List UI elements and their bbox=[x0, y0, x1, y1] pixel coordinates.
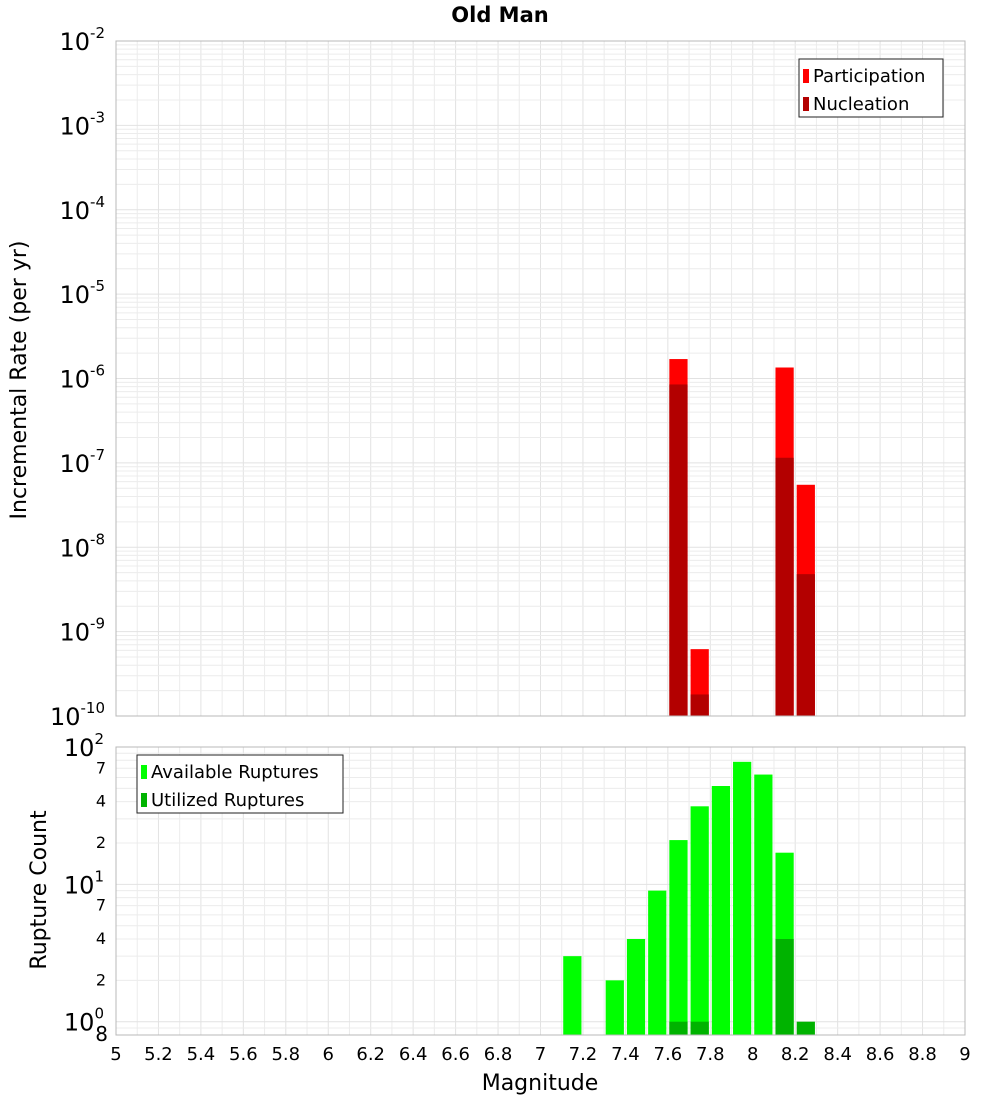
x-tick-label: 6.8 bbox=[484, 1044, 513, 1065]
y-tick-label: 101 bbox=[64, 867, 104, 899]
nucleation-bar bbox=[669, 384, 688, 716]
available-ruptures-bar bbox=[563, 956, 582, 1035]
y-tick-label: 10-3 bbox=[59, 108, 105, 140]
x-tick-label: 7.4 bbox=[611, 1044, 640, 1065]
top-y-axis-label: Incremental Rate (per yr) bbox=[7, 241, 32, 520]
y-tick-label: 4 bbox=[96, 792, 106, 811]
x-tick-label: 8.8 bbox=[908, 1044, 937, 1065]
ticks-layer: 10-10 10-9 10-8 10-7 10-6 10-5 10-4 10-3 10-2 100… bbox=[50, 24, 971, 1065]
available-ruptures-bar bbox=[690, 806, 709, 1035]
legend-label: Utilized Ruptures bbox=[151, 790, 304, 811]
legend-label: Nucleation bbox=[813, 94, 909, 115]
x-tick-label: 5.2 bbox=[144, 1044, 173, 1065]
legend-swatch bbox=[141, 793, 147, 807]
utilized-ruptures-bar bbox=[775, 939, 794, 1035]
legend-label: Participation bbox=[813, 66, 925, 87]
x-tick-label: 5 bbox=[110, 1044, 121, 1065]
x-tick-label: 5.8 bbox=[271, 1044, 300, 1065]
y-tick-label: 8 bbox=[95, 1022, 108, 1046]
y-tick-label: 10-5 bbox=[59, 277, 105, 309]
available-ruptures-bar bbox=[605, 980, 624, 1035]
x-tick-label: 7.8 bbox=[696, 1044, 725, 1065]
y-tick-label: 4 bbox=[96, 929, 106, 948]
plot-frame bbox=[115, 746, 966, 1036]
y-tick-label: 2 bbox=[96, 833, 106, 852]
available-ruptures-bar bbox=[754, 774, 773, 1035]
y-tick-label: 10-9 bbox=[59, 615, 105, 647]
bottom-y-axis-label: Rupture Count bbox=[27, 810, 52, 970]
y-tick-label: 7 bbox=[96, 896, 106, 915]
x-tick-label: 5.6 bbox=[229, 1044, 258, 1065]
legend-swatch bbox=[803, 97, 809, 111]
y-tick-label: 10-2 bbox=[59, 24, 105, 56]
legend-swatch bbox=[141, 765, 147, 779]
x-tick-label: 6 bbox=[323, 1044, 334, 1065]
y-tick-label: 100 bbox=[64, 1005, 104, 1037]
top-chart-legend-box bbox=[798, 58, 944, 118]
utilized-ruptures-bar bbox=[669, 1021, 688, 1035]
x-tick-label: 8 bbox=[747, 1044, 758, 1065]
available-ruptures-bar bbox=[669, 840, 688, 1035]
utilized-ruptures-bar bbox=[690, 1021, 709, 1035]
legend-layer: Participation Nucleation Available Rupture… bbox=[136, 58, 944, 814]
y-tick-label: 102 bbox=[64, 730, 104, 762]
x-tick-label: 6.2 bbox=[356, 1044, 385, 1065]
y-tick-label: 10-10 bbox=[50, 699, 105, 731]
utilized-ruptures-bar bbox=[796, 1021, 815, 1035]
available-ruptures-bar bbox=[711, 786, 731, 1035]
y-tick-label: 10-7 bbox=[59, 446, 105, 478]
y-tick-label: 10-8 bbox=[59, 530, 105, 562]
x-tick-label: 7.2 bbox=[569, 1044, 598, 1065]
x-tick-label: 9 bbox=[959, 1044, 970, 1065]
nucleation-bar bbox=[690, 694, 709, 716]
available-ruptures-bar bbox=[648, 890, 667, 1035]
x-tick-label: 6.6 bbox=[441, 1044, 470, 1065]
y-tick-label: 10-4 bbox=[59, 193, 105, 225]
y-tick-label: 7 bbox=[96, 758, 106, 777]
x-tick-label: 6.4 bbox=[399, 1044, 428, 1065]
x-tick-label: 8.6 bbox=[866, 1044, 895, 1065]
bars-layer bbox=[563, 359, 815, 1035]
legend-label: Available Ruptures bbox=[151, 762, 319, 783]
frame-layer bbox=[115, 40, 966, 1036]
nucleation-bar bbox=[775, 457, 794, 716]
nucleation-bar bbox=[796, 574, 815, 716]
x-tick-label: 7.6 bbox=[654, 1044, 683, 1065]
grid-layer bbox=[115, 40, 966, 1036]
x-tick-label: 7 bbox=[535, 1044, 546, 1065]
available-ruptures-bar bbox=[626, 939, 646, 1035]
x-tick-label: 8.4 bbox=[823, 1044, 852, 1065]
y-tick-label: 2 bbox=[96, 970, 106, 989]
x-axis-label: Magnitude bbox=[482, 1071, 599, 1096]
available-ruptures-bar bbox=[733, 761, 752, 1035]
bottom-chart-legend-box bbox=[136, 754, 344, 814]
y-tick-label: 10-6 bbox=[59, 362, 105, 394]
chart-title: Old Man bbox=[451, 3, 548, 27]
x-tick-label: 8.2 bbox=[781, 1044, 810, 1065]
plot-frame bbox=[115, 40, 966, 717]
legend-swatch bbox=[803, 69, 809, 83]
x-tick-label: 5.4 bbox=[187, 1044, 216, 1065]
